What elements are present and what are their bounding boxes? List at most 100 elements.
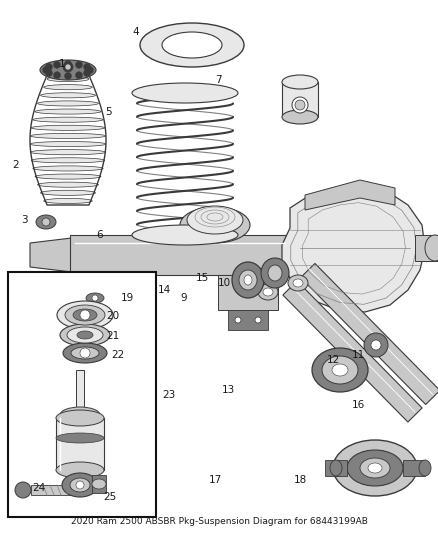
Ellipse shape (162, 32, 222, 58)
Circle shape (63, 62, 73, 72)
Bar (8, 272, 156, 517)
Polygon shape (282, 185, 425, 312)
Ellipse shape (70, 478, 90, 492)
Ellipse shape (30, 150, 106, 155)
Circle shape (75, 72, 82, 79)
Ellipse shape (244, 275, 252, 285)
Text: 3: 3 (21, 215, 27, 225)
Text: 13: 13 (221, 385, 235, 395)
Circle shape (92, 295, 98, 301)
Text: 6: 6 (97, 230, 103, 240)
Text: 7: 7 (215, 75, 221, 85)
Bar (92, 475, 106, 493)
Ellipse shape (239, 270, 257, 290)
Ellipse shape (333, 440, 417, 496)
Ellipse shape (282, 75, 318, 89)
Circle shape (84, 69, 91, 77)
Ellipse shape (425, 235, 438, 261)
Circle shape (235, 317, 241, 323)
Text: 21: 21 (106, 331, 120, 341)
Polygon shape (301, 263, 438, 405)
Text: 24: 24 (32, 483, 46, 493)
Ellipse shape (44, 85, 92, 90)
Ellipse shape (56, 433, 104, 443)
Ellipse shape (187, 206, 243, 234)
Ellipse shape (44, 198, 92, 204)
Ellipse shape (40, 60, 96, 80)
Ellipse shape (31, 125, 105, 131)
Ellipse shape (60, 407, 100, 423)
Ellipse shape (71, 347, 99, 359)
Ellipse shape (180, 207, 250, 243)
Ellipse shape (67, 327, 103, 343)
Ellipse shape (263, 288, 273, 296)
Ellipse shape (288, 275, 308, 291)
Circle shape (53, 72, 60, 79)
Text: 4: 4 (133, 27, 139, 37)
Ellipse shape (33, 117, 103, 122)
Text: 9: 9 (181, 293, 187, 303)
Bar (218, 275, 278, 310)
Ellipse shape (232, 262, 264, 298)
Bar (31, 485, 73, 495)
Bar (70, 235, 290, 275)
Polygon shape (30, 237, 80, 273)
Ellipse shape (30, 141, 106, 147)
Circle shape (295, 100, 305, 110)
Circle shape (80, 348, 90, 358)
Circle shape (46, 63, 53, 70)
Bar (415, 235, 438, 261)
Ellipse shape (293, 279, 303, 287)
Ellipse shape (57, 301, 113, 329)
Ellipse shape (258, 284, 278, 300)
Ellipse shape (56, 410, 104, 426)
Ellipse shape (322, 356, 358, 384)
Circle shape (64, 61, 71, 68)
Ellipse shape (35, 109, 101, 114)
Ellipse shape (261, 258, 289, 288)
Bar (325, 460, 347, 476)
Ellipse shape (347, 450, 403, 486)
Text: 17: 17 (208, 475, 222, 485)
Text: 22: 22 (111, 350, 125, 360)
Bar (76, 370, 84, 415)
Text: 16: 16 (351, 400, 364, 410)
Ellipse shape (35, 174, 101, 179)
Ellipse shape (312, 348, 368, 392)
Ellipse shape (63, 343, 107, 363)
Ellipse shape (41, 190, 95, 196)
Circle shape (75, 61, 82, 68)
Circle shape (42, 67, 49, 74)
Ellipse shape (65, 305, 105, 325)
Text: 5: 5 (105, 107, 111, 117)
Ellipse shape (38, 182, 99, 187)
Text: 19: 19 (120, 293, 134, 303)
Bar (282, 82, 318, 117)
Ellipse shape (30, 133, 106, 139)
Circle shape (371, 340, 381, 350)
Text: 1: 1 (59, 59, 65, 69)
Ellipse shape (92, 479, 106, 489)
Ellipse shape (332, 364, 348, 376)
Ellipse shape (41, 93, 95, 98)
Circle shape (76, 481, 84, 489)
Text: 25: 25 (103, 492, 117, 502)
Ellipse shape (73, 309, 97, 321)
Ellipse shape (47, 77, 89, 82)
Ellipse shape (132, 225, 238, 245)
Bar (228, 310, 268, 330)
Circle shape (80, 310, 90, 320)
Circle shape (292, 97, 308, 113)
Text: 12: 12 (326, 355, 339, 365)
Ellipse shape (38, 101, 99, 106)
Ellipse shape (15, 482, 31, 498)
Ellipse shape (86, 293, 104, 303)
Circle shape (53, 61, 60, 68)
Circle shape (42, 218, 50, 226)
Ellipse shape (132, 83, 238, 103)
Ellipse shape (56, 462, 104, 478)
Text: 23: 23 (162, 390, 176, 400)
Ellipse shape (268, 265, 282, 281)
Text: 14: 14 (157, 285, 171, 295)
Text: 20: 20 (106, 311, 120, 321)
